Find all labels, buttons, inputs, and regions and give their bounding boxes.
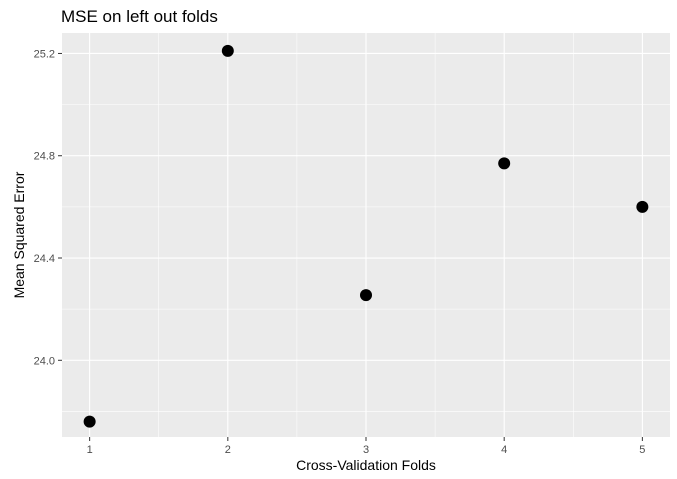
major-gridlines <box>62 33 670 437</box>
chart-title: MSE on left out folds <box>61 7 218 26</box>
y-tick-label: 24.8 <box>34 151 55 163</box>
x-tick-label: 1 <box>87 444 93 456</box>
data-point <box>360 289 372 302</box>
data-points <box>83 44 649 428</box>
y-axis-title: Mean Squared Error <box>11 171 27 298</box>
data-point <box>636 200 649 213</box>
data-point <box>83 415 96 428</box>
x-tick-label: 5 <box>639 444 645 456</box>
x-tick-label: 2 <box>225 444 231 456</box>
y-tick-label: 24.0 <box>34 355 55 367</box>
x-axis-title: Cross-Validation Folds <box>296 457 436 473</box>
x-tick-label: 4 <box>501 444 507 456</box>
tick-labels: 1 2 3 4 5 24.0 24.4 24.8 25.2 <box>34 48 646 456</box>
data-point <box>221 44 234 57</box>
axis-ticks <box>58 52 643 441</box>
data-point <box>498 157 511 170</box>
y-tick-label: 25.2 <box>34 48 55 60</box>
x-tick-label: 3 <box>363 444 369 456</box>
y-tick-label: 24.4 <box>34 253 55 265</box>
